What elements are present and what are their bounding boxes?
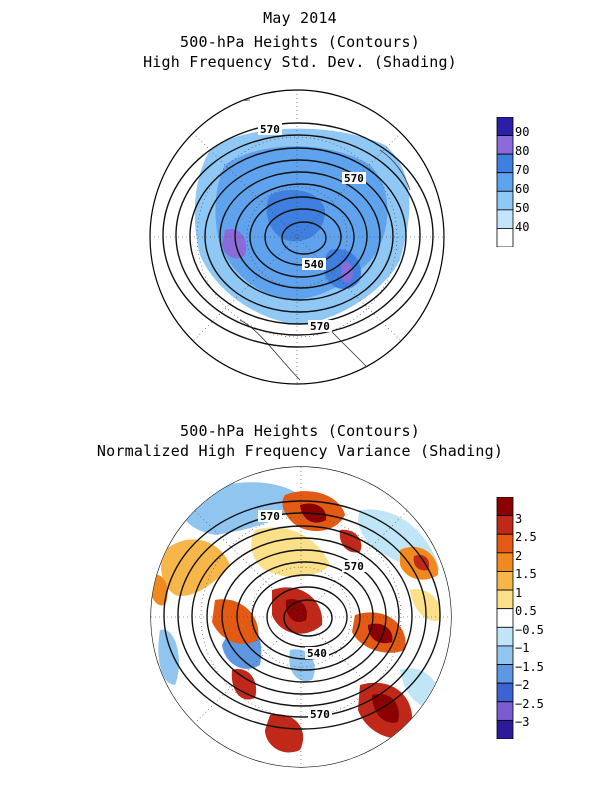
bottom-colorbar-label-3: 3 (515, 512, 523, 526)
top-polar-map: 570 570 540 570 (149, 89, 445, 385)
bottom-colorbar-cell-5 (496, 589, 514, 610)
top-colorbar (496, 117, 514, 247)
bottom-colorbar-cell-12 (496, 719, 514, 739)
top-colorbar-cell-5 (496, 209, 514, 229)
bottom-colorbar-label-0-5: 0.5 (515, 604, 537, 618)
pos-anom-11 (231, 669, 257, 700)
top-title-date: May 2014 (263, 9, 337, 27)
bottom-colorbar-cell-7 (496, 626, 514, 647)
bottom-colorbar (496, 497, 514, 739)
continent-outline (199, 99, 411, 381)
top-colorbar-cell-1 (496, 135, 514, 155)
bottom-colorbar-cell-9 (496, 664, 514, 684)
pos-anom-6c (368, 623, 393, 644)
bottom-contour-label-4: 570 (310, 708, 330, 721)
top-title-shading: High Frequency Std. Dev. (Shading) (143, 53, 457, 71)
bottom-colorbar-cell-11 (496, 701, 514, 721)
bottom-colorbar-label-neg-0-5: −0.5 (515, 623, 544, 637)
neg-anom-5 (158, 629, 180, 685)
bottom-colorbar-label-neg-2-5: −2.5 (515, 697, 544, 711)
bottom-contour-label-3: 540 (307, 647, 327, 660)
top-colorbar-cell-3 (496, 172, 514, 192)
top-title-contours: 500-hPa Heights (Contours) (180, 33, 420, 51)
bottom-colorbar-cell-3 (496, 552, 514, 572)
bottom-colorbar-label-neg-3: −3 (515, 715, 530, 729)
stddev-shading-80b (341, 261, 353, 283)
top-contour-label-2: 570 (344, 172, 364, 185)
bottom-colorbar-cell-10 (496, 682, 514, 703)
pos-anom-2 (251, 527, 330, 577)
bottom-colorbar-cell-1 (496, 515, 514, 535)
top-colorbar-label-60: 60 (515, 182, 530, 196)
top-colorbar-label-90: 90 (515, 125, 530, 139)
bottom-colorbar-cell-4 (496, 571, 514, 591)
top-colorbar-label-40: 40 (515, 220, 530, 234)
top-colorbar-label-70: 70 (515, 163, 530, 177)
top-colorbar-cell-4 (496, 190, 514, 211)
top-colorbar-label-80: 80 (515, 144, 530, 158)
pos-anom-ring (161, 539, 230, 596)
bottom-colorbar-label-1: 1 (515, 586, 523, 600)
bottom-colorbar-label-neg-1-5: −1.5 (515, 660, 544, 674)
pos-anom-7c (413, 554, 430, 571)
bottom-contour-label-1: 570 (260, 510, 280, 523)
bottom-colorbar-label-2: 2 (515, 549, 523, 563)
top-colorbar-label-50: 50 (515, 201, 530, 215)
stddev-shading-70a (266, 190, 325, 242)
pos-anom-8 (339, 529, 362, 553)
top-contour-label-4: 570 (310, 320, 330, 333)
bottom-colorbar-label-neg-2: −2 (515, 678, 530, 692)
bottom-colorbar-cell-2 (496, 533, 514, 554)
top-colorbar-cell-0 (496, 117, 514, 136)
stddev-shading-80 (222, 229, 247, 259)
bottom-colorbar-label-neg-1: −1 (515, 641, 530, 655)
pos-anom-10 (265, 714, 304, 753)
bottom-colorbar-cell-6 (496, 608, 514, 628)
bottom-colorbar-cell-0 (496, 497, 514, 517)
bottom-title-shading: Normalized High Frequency Variance (Shad… (96, 442, 504, 460)
bottom-contour-label-2: 570 (344, 560, 364, 573)
top-contour-label-3: 540 (304, 258, 324, 271)
bottom-title-contours: 500-hPa Heights (Contours) (180, 422, 420, 440)
bottom-polar-map: 570 570 540 570 (150, 466, 452, 768)
pos-anom-5 (212, 599, 259, 644)
top-colorbar-cell-6 (496, 228, 514, 247)
top-contour-label-1: 570 (260, 123, 280, 136)
bottom-colorbar-label-1-5: 1.5 (515, 567, 537, 581)
bottom-colorbar-label-2-5: 2.5 (515, 530, 537, 544)
top-colorbar-cell-2 (496, 153, 514, 174)
bottom-colorbar-cell-8 (496, 645, 514, 665)
